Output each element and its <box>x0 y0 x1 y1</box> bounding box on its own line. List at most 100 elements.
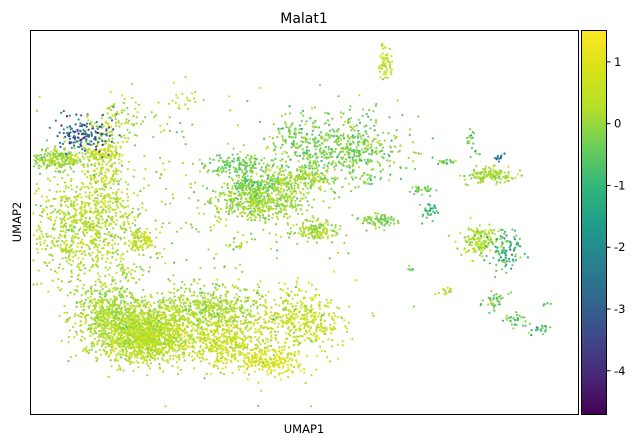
scatter-point <box>117 169 120 172</box>
scatter-point <box>78 158 81 161</box>
scatter-point <box>199 353 203 356</box>
scatter-point <box>43 261 46 264</box>
scatter-point <box>50 218 53 221</box>
scatter-point <box>126 328 129 331</box>
scatter-point <box>162 296 165 299</box>
scatter-point <box>237 350 240 353</box>
scatter-point <box>109 349 112 352</box>
scatter-point <box>279 358 282 361</box>
scatter-point <box>272 363 275 367</box>
scatter-point <box>92 169 95 172</box>
scatter-point <box>88 224 91 227</box>
scatter-point <box>220 301 223 304</box>
scatter-point <box>318 307 322 310</box>
scatter-point <box>63 190 66 193</box>
scatter-point <box>105 205 108 208</box>
scatter-point <box>264 299 267 302</box>
scatter-point <box>40 195 44 198</box>
scatter-point <box>125 295 128 298</box>
scatter-point <box>284 337 287 340</box>
scatter-point <box>150 346 153 349</box>
scatter-point <box>97 256 100 259</box>
scatter-point <box>297 364 300 367</box>
scatter-point <box>93 329 96 332</box>
scatter-point <box>311 308 314 311</box>
scatter-point <box>135 229 138 232</box>
scatter-point <box>242 322 245 325</box>
scatter-point <box>67 186 70 189</box>
scatter-point <box>145 362 148 365</box>
scatter-point <box>76 232 79 236</box>
scatter-point <box>120 317 123 320</box>
scatter-point <box>119 301 122 304</box>
scatter-point <box>62 156 65 159</box>
scatter-point <box>106 193 109 196</box>
scatter-point <box>312 334 315 337</box>
scatter-point <box>158 299 161 302</box>
scatter-point <box>103 142 107 146</box>
scatter-point <box>83 173 86 176</box>
scatter-point <box>116 329 119 332</box>
scatter-point <box>98 304 101 307</box>
scatter-point <box>109 197 112 200</box>
scatter-point <box>265 354 268 357</box>
scatter-point <box>127 122 130 125</box>
scatter-point <box>136 313 139 316</box>
scatter-point <box>135 281 138 284</box>
scatter-point <box>92 309 95 312</box>
scatter-point <box>65 115 69 118</box>
scatter-point <box>136 194 139 197</box>
scatter-point <box>115 325 118 328</box>
scatter-point <box>150 321 153 324</box>
scatter-point <box>116 219 119 222</box>
scatter-point <box>130 323 133 326</box>
scatter-point <box>89 154 92 157</box>
scatter-point <box>84 133 87 136</box>
scatter-point <box>96 209 99 212</box>
scatter-point <box>36 183 39 186</box>
scatter-point <box>285 332 288 335</box>
scatter-point <box>96 197 99 200</box>
scatter-point <box>81 170 84 173</box>
scatter-point <box>128 270 131 274</box>
scatter-point <box>90 235 93 238</box>
scatter-point <box>199 319 202 322</box>
scatter-point <box>91 143 94 147</box>
scatter-point <box>165 315 168 318</box>
scatter-point <box>215 283 219 286</box>
scatter-point <box>99 194 102 198</box>
scatter-point <box>62 171 65 174</box>
scatter-point <box>80 300 83 303</box>
scatter-point <box>77 140 80 143</box>
scatter-point <box>317 323 320 326</box>
scatter-point <box>51 205 54 208</box>
scatter-point <box>69 128 72 131</box>
scatter-point <box>164 341 167 344</box>
scatter-point <box>243 357 246 360</box>
scatter-point <box>138 349 141 352</box>
scatter-point <box>113 102 116 106</box>
scatter-point <box>139 123 143 126</box>
scatter-point <box>241 351 244 354</box>
scatter-point <box>106 233 109 236</box>
scatter-point <box>83 157 86 160</box>
scatter-point <box>310 373 313 377</box>
scatter-point <box>92 156 95 159</box>
scatter-point <box>79 211 82 214</box>
scatter-point <box>299 306 302 309</box>
scatter-point <box>66 196 69 199</box>
scatter-point <box>83 130 86 133</box>
scatter-point <box>337 357 340 360</box>
scatter-point <box>119 225 122 228</box>
scatter-point <box>173 334 176 337</box>
scatter-point <box>170 316 173 319</box>
scatter-point <box>119 353 122 356</box>
scatter-point <box>271 349 274 352</box>
scatter-point <box>269 358 272 361</box>
scatter-point <box>314 311 317 314</box>
scatter-point <box>118 344 121 347</box>
scatter-point <box>99 306 102 309</box>
scatter-point <box>287 326 290 329</box>
scatter-point <box>39 220 42 223</box>
scatter-point <box>101 257 104 260</box>
